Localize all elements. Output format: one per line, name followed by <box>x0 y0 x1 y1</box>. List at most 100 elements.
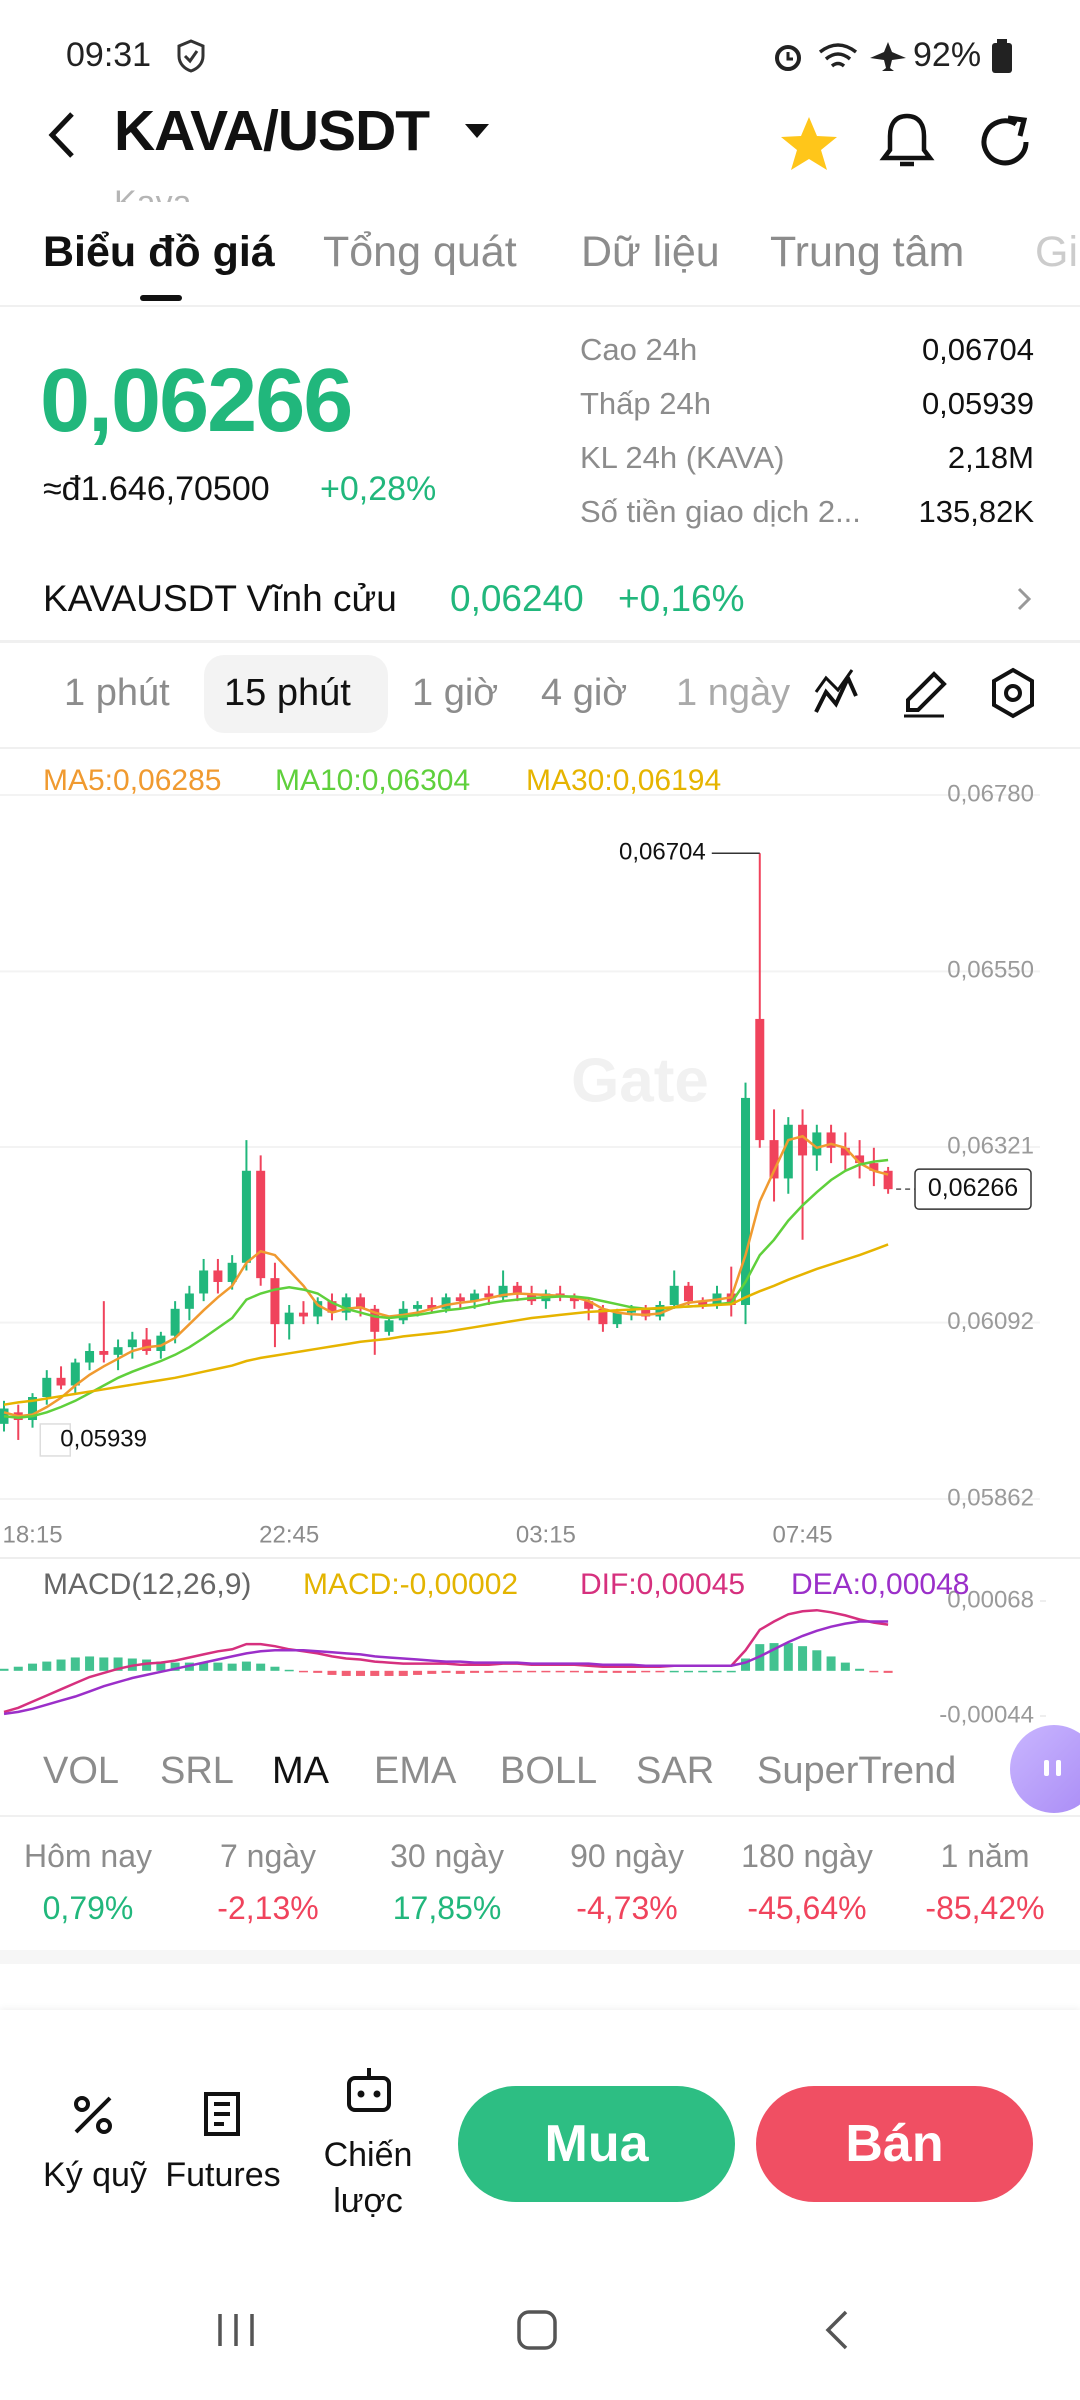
macd-bar <box>527 1670 537 1673</box>
ma-line <box>3 1158 889 1419</box>
macd-bar <box>28 1663 38 1671</box>
x-tick-label: 03:15 <box>516 1521 576 1548</box>
candle-body <box>356 1297 365 1309</box>
macd-bar <box>598 1670 608 1673</box>
macd-bar <box>484 1670 494 1673</box>
macd-bar <box>427 1670 437 1674</box>
macd-bar <box>869 1670 879 1673</box>
bottom-action[interactable]: Chiến lược <box>323 2136 413 2220</box>
macd-bar <box>142 1659 152 1671</box>
legend-entry: DEA:0,00048 <box>791 1568 969 1601</box>
buy-button[interactable]: Mua <box>458 2086 735 2202</box>
y-tick-label: 0,05862 <box>947 1484 1034 1511</box>
macd-bar <box>555 1670 565 1673</box>
candle-body <box>199 1270 209 1294</box>
pair-dropdown[interactable] <box>463 122 491 142</box>
indicator-tab[interactable]: SAR <box>636 1750 715 1792</box>
tab[interactable]: Dữ liệu <box>581 228 720 276</box>
macd-bar <box>712 1670 722 1673</box>
nav-home[interactable] <box>517 2310 557 2350</box>
indicator-tab[interactable]: EMA <box>374 1750 457 1792</box>
low-label: 0,05939 <box>60 1425 147 1452</box>
alert-bell[interactable] <box>878 110 936 174</box>
tab[interactable]: Tổng quát <box>323 228 517 276</box>
pair-title[interactable]: KAVA/USDT <box>114 99 430 163</box>
perpetual-chevron[interactable] <box>1014 584 1034 614</box>
indicator-tab[interactable]: SuperTrend <box>757 1750 957 1792</box>
nav-back[interactable] <box>825 2310 848 2350</box>
macd-bar <box>370 1670 380 1676</box>
tab[interactable]: Gi <box>1035 228 1078 276</box>
candle-body <box>698 1301 708 1305</box>
performance-value: -4,73% <box>576 1890 678 1926</box>
timeframe-clip: 1 ngày <box>676 666 796 726</box>
candle-body <box>869 1163 879 1171</box>
tab[interactable]: Biểu đồ giá <box>43 228 275 276</box>
macd-bar <box>227 1663 237 1671</box>
macd-bar <box>284 1669 294 1672</box>
settings-icon[interactable] <box>988 666 1038 720</box>
indicator-icon[interactable] <box>812 666 860 720</box>
draw-icon[interactable] <box>900 666 948 720</box>
back-button[interactable] <box>44 110 78 160</box>
futures-icon[interactable] <box>200 2090 246 2140</box>
nav-recents[interactable] <box>218 2314 254 2346</box>
macd-bar <box>812 1650 822 1671</box>
indicator-tab[interactable]: VOL <box>43 1750 120 1792</box>
performance-value: -85,42% <box>925 1890 1045 1926</box>
candle-body <box>512 1285 522 1294</box>
timeframe[interactable]: 1 ngày <box>676 672 791 714</box>
macd-bar <box>113 1657 123 1671</box>
macd-line <box>3 1608 889 1714</box>
nav-bar <box>218 2310 848 2350</box>
macd-bar <box>99 1657 109 1671</box>
stat-value: 2,18M <box>947 440 1034 475</box>
macd-bar <box>56 1659 66 1671</box>
pair-subtitle-clip: Kava <box>114 180 192 202</box>
macd-bar <box>199 1662 209 1671</box>
macd-bar <box>213 1662 223 1671</box>
stat-value: 135,82K <box>918 494 1035 529</box>
legend-entry: MA30:0,06194 <box>526 764 721 797</box>
macd-bar <box>626 1670 636 1673</box>
margin-icon[interactable] <box>70 2092 116 2138</box>
macd-bar <box>270 1666 280 1671</box>
macd-bar <box>0 1668 9 1671</box>
refresh-button[interactable] <box>976 112 1036 172</box>
last-price-label: 0,06266 <box>928 1174 1018 1202</box>
timeframe[interactable]: 1 giờ <box>412 672 499 714</box>
performance-label: 7 ngày <box>219 1838 317 1874</box>
sell-button[interactable]: Bán <box>756 2086 1033 2202</box>
tab[interactable]: Trung tâm <box>770 228 965 276</box>
stat-label: Cao 24h <box>580 332 698 367</box>
y-tick-label: 0,06550 <box>947 957 1034 984</box>
macd-line <box>3 1620 889 1716</box>
bottom-action[interactable]: Futures <box>165 2156 281 2194</box>
indicator-tab[interactable]: BOLL <box>500 1750 598 1792</box>
candle-body <box>826 1132 836 1148</box>
strategy-icon[interactable] <box>345 2066 393 2116</box>
divider <box>0 747 1080 749</box>
assistant-button[interactable] <box>1006 1722 1080 1816</box>
candle-body <box>370 1308 380 1332</box>
macd-bar <box>669 1670 679 1673</box>
timeframe[interactable]: 1 phút <box>64 672 170 714</box>
candle-body <box>270 1278 280 1325</box>
section-gap <box>0 1950 1080 1964</box>
bottom-action[interactable]: Ký quỹ <box>43 2156 147 2194</box>
macd-bar <box>698 1670 708 1673</box>
battery-icon <box>992 39 1012 73</box>
perpetual-price: 0,06240 <box>450 578 584 619</box>
indicator-tab[interactable]: MA <box>272 1750 329 1792</box>
bottom-bar <box>0 2010 1080 2400</box>
candle-body <box>726 1293 736 1305</box>
timeframe[interactable]: 15 phút <box>224 672 351 714</box>
indicator-tab[interactable]: SRL <box>160 1750 234 1792</box>
macd-bar <box>726 1670 736 1673</box>
macd-bar <box>641 1670 651 1673</box>
chart-area: Gate 0,06780 0,06550 0,06321 0,06092 0,05862 1… <box>0 764 1080 1728</box>
perpetual-name[interactable]: KAVAUSDT Vĩnh cửu <box>43 578 397 619</box>
timeframe[interactable]: 4 giờ <box>541 672 628 714</box>
favorite-star[interactable] <box>778 114 840 174</box>
performance-value: -45,64% <box>747 1890 867 1926</box>
